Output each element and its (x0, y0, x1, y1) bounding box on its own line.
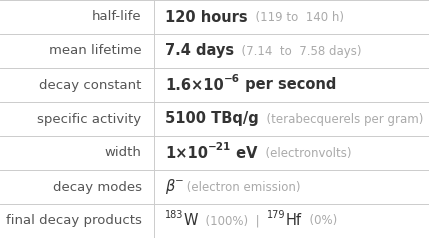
Text: decay constant: decay constant (39, 79, 142, 91)
Text: (terabecquerels per gram): (terabecquerels per gram) (259, 113, 423, 125)
Text: (electron emission): (electron emission) (183, 180, 301, 193)
Text: per second: per second (240, 78, 336, 93)
Text: mean lifetime: mean lifetime (49, 45, 142, 58)
Text: Hf: Hf (286, 213, 302, 228)
Text: 1×10: 1×10 (165, 145, 208, 160)
Text: final decay products: final decay products (6, 214, 142, 228)
Text: half-life: half-life (92, 10, 142, 24)
Text: 5100 TBq/g: 5100 TBq/g (165, 111, 259, 127)
Text: (electronvolts): (electronvolts) (258, 147, 351, 159)
Text: 183: 183 (165, 210, 184, 220)
Text: 1.6×10: 1.6×10 (165, 78, 224, 93)
Text: width: width (105, 147, 142, 159)
Text: −6: −6 (224, 74, 240, 84)
Text: specific activity: specific activity (37, 113, 142, 125)
Text: (7.14  to  7.58 days): (7.14 to 7.58 days) (234, 45, 362, 58)
Text: −21: −21 (208, 142, 231, 152)
Text: −: − (175, 176, 183, 186)
Text: decay modes: decay modes (53, 180, 142, 193)
Text: W: W (184, 213, 198, 228)
Text: β: β (165, 179, 175, 194)
Text: eV: eV (231, 145, 258, 160)
Text: (100%)  |: (100%) | (198, 214, 267, 228)
Text: (0%): (0%) (302, 214, 337, 228)
Text: 7.4 days: 7.4 days (165, 44, 234, 59)
Text: (119 to  140 h): (119 to 140 h) (248, 10, 344, 24)
Text: 120 hours: 120 hours (165, 10, 248, 25)
Text: 179: 179 (267, 210, 286, 220)
